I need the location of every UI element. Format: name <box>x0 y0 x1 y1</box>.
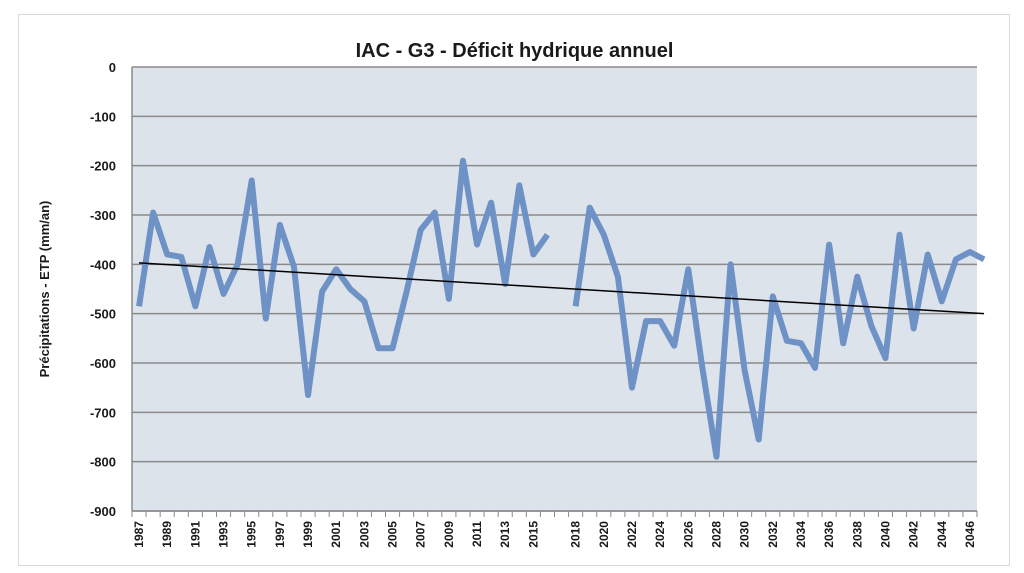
y-tick-label: -100 <box>90 109 116 124</box>
x-tick-label: 2042 <box>907 521 921 548</box>
x-tick-label: 2022 <box>625 521 639 548</box>
series-line-segment-2 <box>572 204 986 460</box>
x-tick-label: 2007 <box>414 521 428 548</box>
x-tick-label: 2032 <box>766 521 780 548</box>
x-tick-label: 2044 <box>935 521 949 548</box>
x-tick-label: 2038 <box>850 521 864 548</box>
x-tick-label: 1999 <box>301 521 315 548</box>
x-tick-label: 2011 <box>470 521 484 547</box>
x-tick-label: 2026 <box>681 521 695 548</box>
x-tick-label: 2046 <box>963 521 977 548</box>
x-tick-label: 2024 <box>653 521 667 548</box>
x-tick-label: 2034 <box>794 521 808 548</box>
y-tick-label: -800 <box>90 455 116 470</box>
x-tick-label: 2005 <box>386 521 400 548</box>
x-tick-label: 1989 <box>160 521 174 548</box>
x-tick-label: 2015 <box>526 521 540 548</box>
y-axis-label: Précipitations - ETP (mm/an) <box>37 201 52 378</box>
x-tick-label: 2001 <box>329 521 343 548</box>
y-tick-label: 0 <box>109 60 116 75</box>
y-tick-label: -600 <box>90 356 116 371</box>
x-tick-label: 1997 <box>273 521 287 548</box>
x-tick-label: 2020 <box>597 521 611 548</box>
y-tick-label: -300 <box>90 208 116 223</box>
x-tick-label: 2003 <box>357 521 371 548</box>
plot-area <box>132 67 977 511</box>
x-tick-label: 1995 <box>245 521 259 548</box>
x-tick-label: 2018 <box>569 521 583 548</box>
trend-line <box>138 262 985 315</box>
x-tick-label: 1987 <box>132 521 146 548</box>
x-tick-label: 1991 <box>188 521 202 548</box>
x-tick-label: 2030 <box>738 521 752 548</box>
x-tick-label: 2040 <box>878 521 892 548</box>
y-tick-label: -200 <box>90 159 116 174</box>
series-layer <box>136 157 986 460</box>
deficit-line-chart: 0 -100 -200 -300 -400 -500 -600 -700 -800 -900 198… <box>37 40 986 548</box>
chart-title: IAC - G3 - Déficit hydrique annuel <box>356 40 674 62</box>
x-tick-label: 1993 <box>217 521 231 548</box>
y-tick-label: -900 <box>90 504 116 519</box>
y-tick-label: -700 <box>90 405 116 420</box>
x-tick-label: 2028 <box>709 521 723 548</box>
chart-frame: 0 -100 -200 -300 -400 -500 -600 -700 -800 -900 198… <box>18 14 1010 566</box>
trend-layer <box>138 262 985 315</box>
x-tick-label: 2036 <box>822 521 836 548</box>
series-line-segment-1 <box>136 157 550 399</box>
x-tick-label: 2009 <box>442 521 456 548</box>
y-tick-label: -500 <box>90 307 116 322</box>
x-tick-label: 2013 <box>498 521 512 548</box>
y-tick-label: -400 <box>90 257 116 272</box>
axis-ticks: 0 -100 -200 -300 -400 -500 -600 -700 -800 -900 198… <box>90 60 978 548</box>
